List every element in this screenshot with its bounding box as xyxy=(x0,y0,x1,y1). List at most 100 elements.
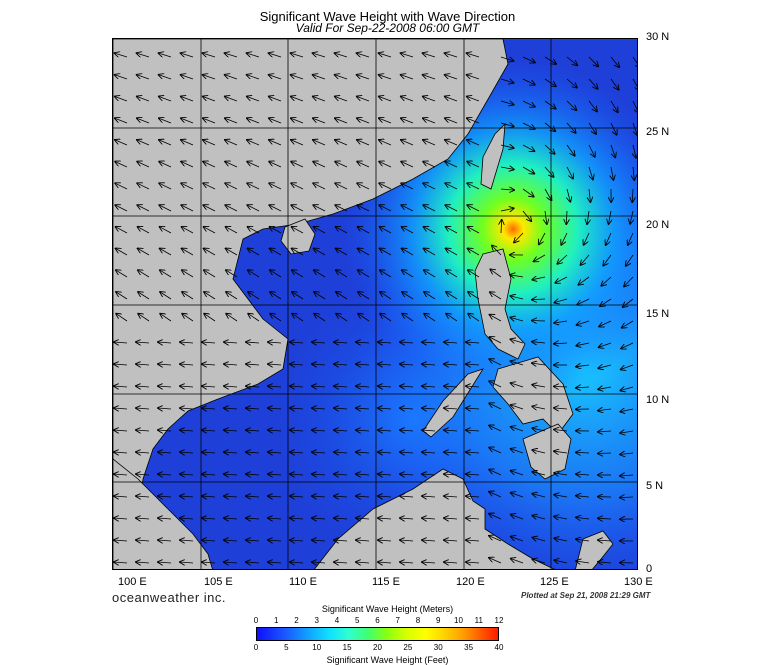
wave-arrow xyxy=(116,270,128,278)
wave-arrow xyxy=(313,205,326,212)
wave-arrow xyxy=(601,276,612,286)
wave-arrow xyxy=(532,428,546,431)
wave-arrow xyxy=(180,496,194,497)
wave-arrow xyxy=(224,452,238,453)
wave-arrow xyxy=(224,518,238,519)
wave-arrow xyxy=(335,75,348,80)
wave-arrow xyxy=(379,183,392,190)
wave-arrow xyxy=(566,56,577,65)
wave-arrow xyxy=(606,232,612,245)
wave-arrow xyxy=(379,53,392,57)
wave-arrow xyxy=(511,449,524,454)
wave-arrow xyxy=(314,314,326,322)
wave-arrow xyxy=(115,53,128,57)
wave-arrow xyxy=(511,427,524,432)
wave-arrow xyxy=(400,408,414,409)
wave-arrow xyxy=(246,430,260,431)
wave-arrow xyxy=(623,298,634,307)
wave-arrow xyxy=(532,406,546,409)
wave-arrow xyxy=(204,314,216,322)
meters-tick: 2 xyxy=(294,616,299,625)
wave-arrow xyxy=(291,97,304,102)
wave-arrow xyxy=(180,562,194,563)
wave-arrow xyxy=(115,183,128,190)
wave-arrow xyxy=(401,118,414,124)
wave-arrow xyxy=(610,144,615,157)
wave-arrow xyxy=(557,254,568,264)
wave-arrow xyxy=(138,314,150,322)
wave-arrow xyxy=(225,205,238,212)
wave-arrow xyxy=(224,430,238,431)
wave-arrow xyxy=(180,452,194,453)
wave-arrow xyxy=(158,518,172,519)
wave-arrow xyxy=(622,320,634,328)
wave-arrow xyxy=(511,318,524,322)
wave-arrow xyxy=(335,162,348,168)
wave-arrow xyxy=(203,53,216,57)
wave-arrow xyxy=(158,342,172,343)
wave-arrow xyxy=(181,140,194,146)
wave-arrow xyxy=(225,183,238,190)
wave-arrow xyxy=(247,162,260,168)
wave-arrow xyxy=(489,536,502,542)
wave-arrow xyxy=(566,210,567,224)
wave-arrow xyxy=(532,494,546,497)
wave-arrow xyxy=(159,97,172,102)
lon-label-105e: 105 E xyxy=(204,576,233,588)
lon-label-110e: 110 E xyxy=(289,576,317,588)
wave-arrow xyxy=(291,118,304,124)
wave-arrow xyxy=(292,227,304,234)
wave-arrow xyxy=(136,452,150,453)
wave-arrow xyxy=(313,118,326,124)
wave-arrow xyxy=(446,227,458,234)
wave-arrow xyxy=(511,471,524,476)
wave-arrow xyxy=(566,100,576,110)
meters-tick: 11 xyxy=(474,616,483,625)
wave-arrow xyxy=(532,277,546,280)
wave-arrow xyxy=(466,562,480,563)
wave-arrow xyxy=(380,292,392,300)
meters-tick: 12 xyxy=(494,616,504,625)
wave-arrow xyxy=(378,342,392,343)
wave-arrow xyxy=(423,183,436,190)
wave-arrow xyxy=(400,364,414,365)
wave-arrow xyxy=(182,227,194,234)
wave-arrow xyxy=(158,430,172,431)
wave-arrow xyxy=(445,118,458,124)
wave-arrow xyxy=(400,474,414,475)
wave-arrow xyxy=(620,497,634,498)
wave-arrow xyxy=(422,364,436,365)
wave-arrow xyxy=(290,386,304,387)
wave-arrow xyxy=(522,188,534,197)
feet-tick: 30 xyxy=(433,643,443,652)
wave-arrow xyxy=(114,364,128,365)
wave-arrow xyxy=(203,75,216,80)
wave-arrow xyxy=(555,276,568,283)
wave-arrow xyxy=(224,496,238,497)
wave-arrow xyxy=(226,292,238,300)
wave-arrow xyxy=(268,430,282,431)
wave-arrow xyxy=(291,140,304,146)
wave-arrow xyxy=(225,162,238,168)
wave-arrow xyxy=(114,540,128,541)
wave-arrow xyxy=(180,386,194,387)
meters-tick: 1 xyxy=(274,616,279,625)
wave-arrow xyxy=(533,516,546,519)
wave-arrow xyxy=(534,254,546,261)
wave-arrow xyxy=(632,100,637,113)
wave-arrow xyxy=(246,474,260,475)
wave-arrow xyxy=(444,496,458,497)
wave-arrow xyxy=(290,408,304,409)
wave-arrow xyxy=(444,474,458,475)
wave-arrow xyxy=(444,364,458,365)
wave-arrow xyxy=(291,205,304,212)
wave-arrow xyxy=(598,518,612,519)
wave-arrow xyxy=(203,183,216,190)
wave-arrow xyxy=(246,386,260,387)
wave-arrow xyxy=(224,408,238,409)
wave-arrow xyxy=(158,408,172,409)
wave-arrow xyxy=(400,452,414,453)
wave-arrow xyxy=(532,363,546,365)
wave-arrow xyxy=(489,470,502,476)
wave-arrow xyxy=(114,430,128,431)
